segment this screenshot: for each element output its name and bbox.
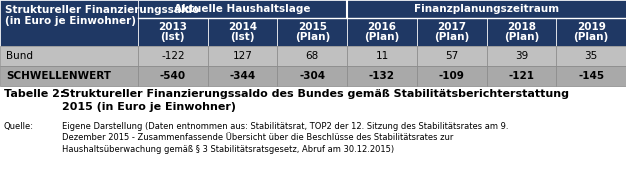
Bar: [417, 46, 486, 66]
Text: 2016: 2016: [367, 22, 396, 32]
Text: -304: -304: [299, 71, 326, 81]
Text: -109: -109: [439, 71, 464, 81]
Text: Struktureller Finanzierungssaldo: Struktureller Finanzierungssaldo: [5, 5, 199, 15]
Bar: [417, 18, 486, 46]
Text: 11: 11: [376, 51, 389, 61]
Bar: [138, 66, 208, 86]
Text: 68: 68: [305, 51, 319, 61]
Bar: [0, 66, 138, 86]
Text: Struktureller Finanzierungssaldo des Bundes gemäß Stabilitätsberichterstattung
2: Struktureller Finanzierungssaldo des Bun…: [62, 89, 569, 112]
Bar: [557, 46, 626, 66]
Bar: [277, 66, 347, 86]
Text: (Plan): (Plan): [573, 32, 608, 42]
Text: 2013: 2013: [158, 22, 187, 32]
Text: Finanzplanungszeitraum: Finanzplanungszeitraum: [414, 4, 559, 14]
Bar: [557, 18, 626, 46]
Text: 2019: 2019: [577, 22, 605, 32]
Text: -121: -121: [508, 71, 535, 81]
Bar: [347, 0, 626, 18]
Text: (Plan): (Plan): [295, 32, 330, 42]
Bar: [277, 18, 347, 46]
Bar: [138, 46, 208, 66]
Text: (Plan): (Plan): [434, 32, 470, 42]
Text: Bund: Bund: [6, 51, 33, 61]
Bar: [417, 66, 486, 86]
Text: (Ist): (Ist): [230, 32, 255, 42]
Bar: [0, 0, 138, 46]
Text: Eigene Darstellung (Daten entnommen aus: Stabilitätsrat, TOP2 der 12. Sitzung de: Eigene Darstellung (Daten entnommen aus:…: [62, 122, 508, 154]
Bar: [0, 46, 138, 66]
Bar: [208, 66, 277, 86]
Text: SCHWELLENWERT: SCHWELLENWERT: [6, 71, 111, 81]
Text: -132: -132: [369, 71, 395, 81]
Bar: [277, 46, 347, 66]
Text: (Plan): (Plan): [504, 32, 539, 42]
Text: -344: -344: [230, 71, 255, 81]
Bar: [208, 46, 277, 66]
Text: Quelle:: Quelle:: [4, 122, 34, 131]
Text: 127: 127: [233, 51, 252, 61]
Text: 39: 39: [515, 51, 528, 61]
Bar: [486, 18, 557, 46]
Text: 2018: 2018: [507, 22, 536, 32]
Text: 35: 35: [585, 51, 598, 61]
Text: -122: -122: [161, 51, 185, 61]
Text: 2017: 2017: [437, 22, 466, 32]
Bar: [347, 18, 417, 46]
Bar: [347, 66, 417, 86]
Text: (Plan): (Plan): [364, 32, 399, 42]
Bar: [208, 18, 277, 46]
Text: (Ist): (Ist): [161, 32, 185, 42]
Text: -540: -540: [160, 71, 186, 81]
Text: -145: -145: [578, 71, 604, 81]
Bar: [486, 46, 557, 66]
Bar: [138, 18, 208, 46]
Text: (in Euro je Einwohner): (in Euro je Einwohner): [5, 16, 136, 26]
Bar: [486, 66, 557, 86]
Bar: [138, 0, 347, 18]
Text: 2014: 2014: [228, 22, 257, 32]
Bar: [557, 66, 626, 86]
Text: Tabelle 2:: Tabelle 2:: [4, 89, 64, 99]
Bar: [347, 46, 417, 66]
Text: 2015: 2015: [298, 22, 327, 32]
Text: Aktuelle Haushaltslage: Aktuelle Haushaltslage: [174, 4, 311, 14]
Text: 57: 57: [445, 51, 458, 61]
